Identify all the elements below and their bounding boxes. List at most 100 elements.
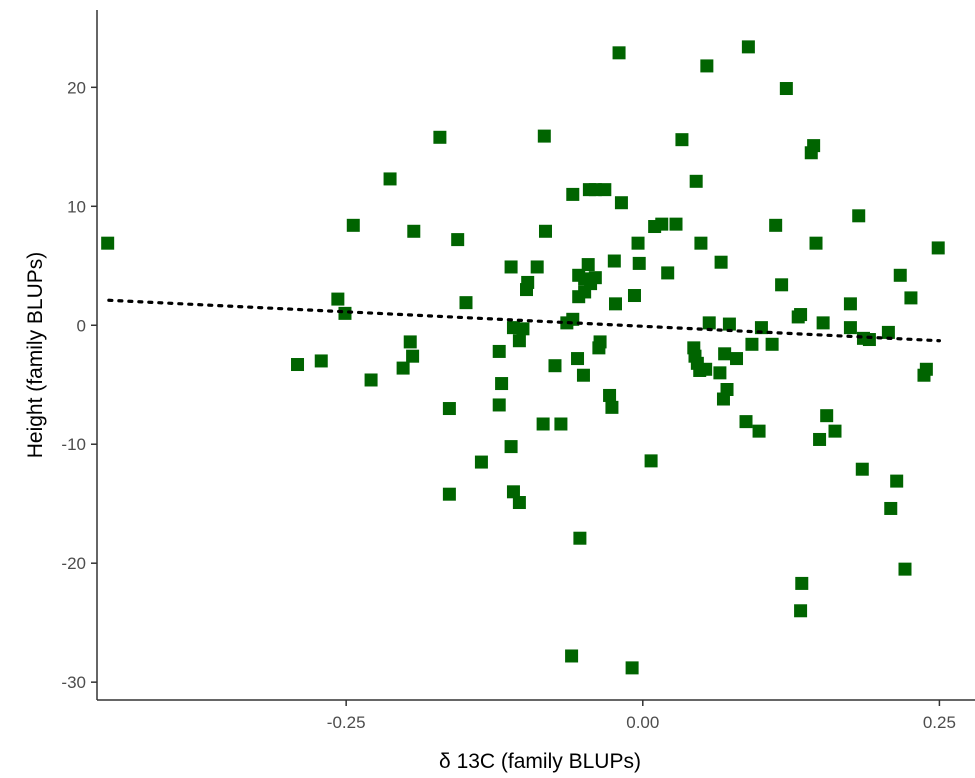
data-point xyxy=(565,649,579,663)
data-point xyxy=(442,402,456,416)
data-point xyxy=(512,496,526,510)
data-point xyxy=(739,415,753,429)
data-point xyxy=(689,174,703,188)
x-axis-title: δ 13C (family BLUPs) xyxy=(439,750,641,773)
data-point xyxy=(474,455,488,469)
data-point xyxy=(720,383,734,396)
data-point xyxy=(598,183,612,197)
y-tick-label: 0 xyxy=(77,316,86,335)
data-point xyxy=(779,82,793,96)
data-point xyxy=(702,316,716,330)
data-point xyxy=(521,275,535,289)
data-point xyxy=(713,366,727,380)
data-point xyxy=(537,129,551,143)
data-point xyxy=(752,424,766,438)
data-point xyxy=(893,268,907,282)
data-point xyxy=(407,224,421,238)
y-tick-label: 10 xyxy=(67,197,86,216)
data-point xyxy=(554,417,568,431)
data-point xyxy=(807,139,821,153)
data-point xyxy=(625,661,639,675)
data-point xyxy=(403,335,417,349)
data-point xyxy=(675,133,689,147)
data-point xyxy=(794,308,808,322)
data-point xyxy=(813,432,827,446)
data-point xyxy=(694,236,708,250)
data-point xyxy=(396,361,410,375)
x-tick-label: -0.25 xyxy=(327,713,366,732)
data-point xyxy=(512,334,526,348)
data-point xyxy=(843,297,857,311)
data-point xyxy=(884,501,898,515)
x-axis-ticks: -0.25 0.00 0.25 xyxy=(327,700,956,732)
data-point xyxy=(614,196,628,210)
data-point xyxy=(346,218,360,232)
data-point xyxy=(730,352,744,366)
data-point xyxy=(816,316,830,330)
data-point xyxy=(588,271,602,285)
data-point xyxy=(566,187,580,201)
data-point xyxy=(661,266,675,280)
data-point xyxy=(451,233,465,247)
data-point xyxy=(627,289,641,303)
data-point xyxy=(492,344,506,358)
data-point xyxy=(603,388,617,402)
data-point xyxy=(593,335,607,349)
data-point xyxy=(364,373,378,387)
data-point xyxy=(331,292,345,306)
data-point xyxy=(769,218,783,232)
data-point xyxy=(862,333,876,347)
data-point xyxy=(459,296,473,310)
data-point xyxy=(581,258,595,272)
data-point xyxy=(442,487,456,501)
y-tick-label: -30 xyxy=(61,673,86,692)
data-point xyxy=(775,278,789,292)
data-point xyxy=(608,297,622,311)
data-point xyxy=(855,462,869,476)
x-tick-label: 0.00 xyxy=(626,713,659,732)
data-point xyxy=(881,325,895,339)
data-point xyxy=(605,400,619,414)
data-point xyxy=(714,255,728,269)
data-point xyxy=(700,59,714,73)
data-points xyxy=(101,40,945,675)
data-point xyxy=(843,321,857,335)
data-point xyxy=(314,354,328,368)
data-point xyxy=(495,377,509,391)
data-point xyxy=(644,454,658,468)
data-point xyxy=(745,337,759,351)
data-point xyxy=(699,362,713,376)
data-point xyxy=(828,424,842,438)
data-point xyxy=(548,359,562,373)
data-point xyxy=(573,531,587,545)
data-point xyxy=(931,241,945,255)
y-axis-title: Height (family BLUPs) xyxy=(24,252,47,459)
trend-line xyxy=(107,298,942,343)
data-point xyxy=(433,130,447,144)
data-point xyxy=(890,474,904,488)
data-point xyxy=(795,576,809,590)
data-point xyxy=(504,440,518,454)
data-point xyxy=(852,209,866,223)
data-point xyxy=(669,217,683,231)
data-point xyxy=(655,217,669,231)
data-point xyxy=(794,604,808,618)
data-point xyxy=(536,417,550,431)
data-point xyxy=(718,347,732,361)
data-point xyxy=(904,291,918,305)
data-point xyxy=(576,368,590,382)
data-point xyxy=(919,362,933,376)
y-tick-label: -10 xyxy=(61,435,86,454)
data-point xyxy=(291,358,305,372)
data-point xyxy=(898,562,912,576)
data-point xyxy=(741,40,755,54)
data-point xyxy=(607,254,621,268)
data-point xyxy=(516,322,530,336)
data-point xyxy=(504,260,518,274)
data-point xyxy=(101,236,115,250)
data-point xyxy=(809,236,823,250)
data-point xyxy=(571,352,585,366)
data-point xyxy=(506,485,520,499)
